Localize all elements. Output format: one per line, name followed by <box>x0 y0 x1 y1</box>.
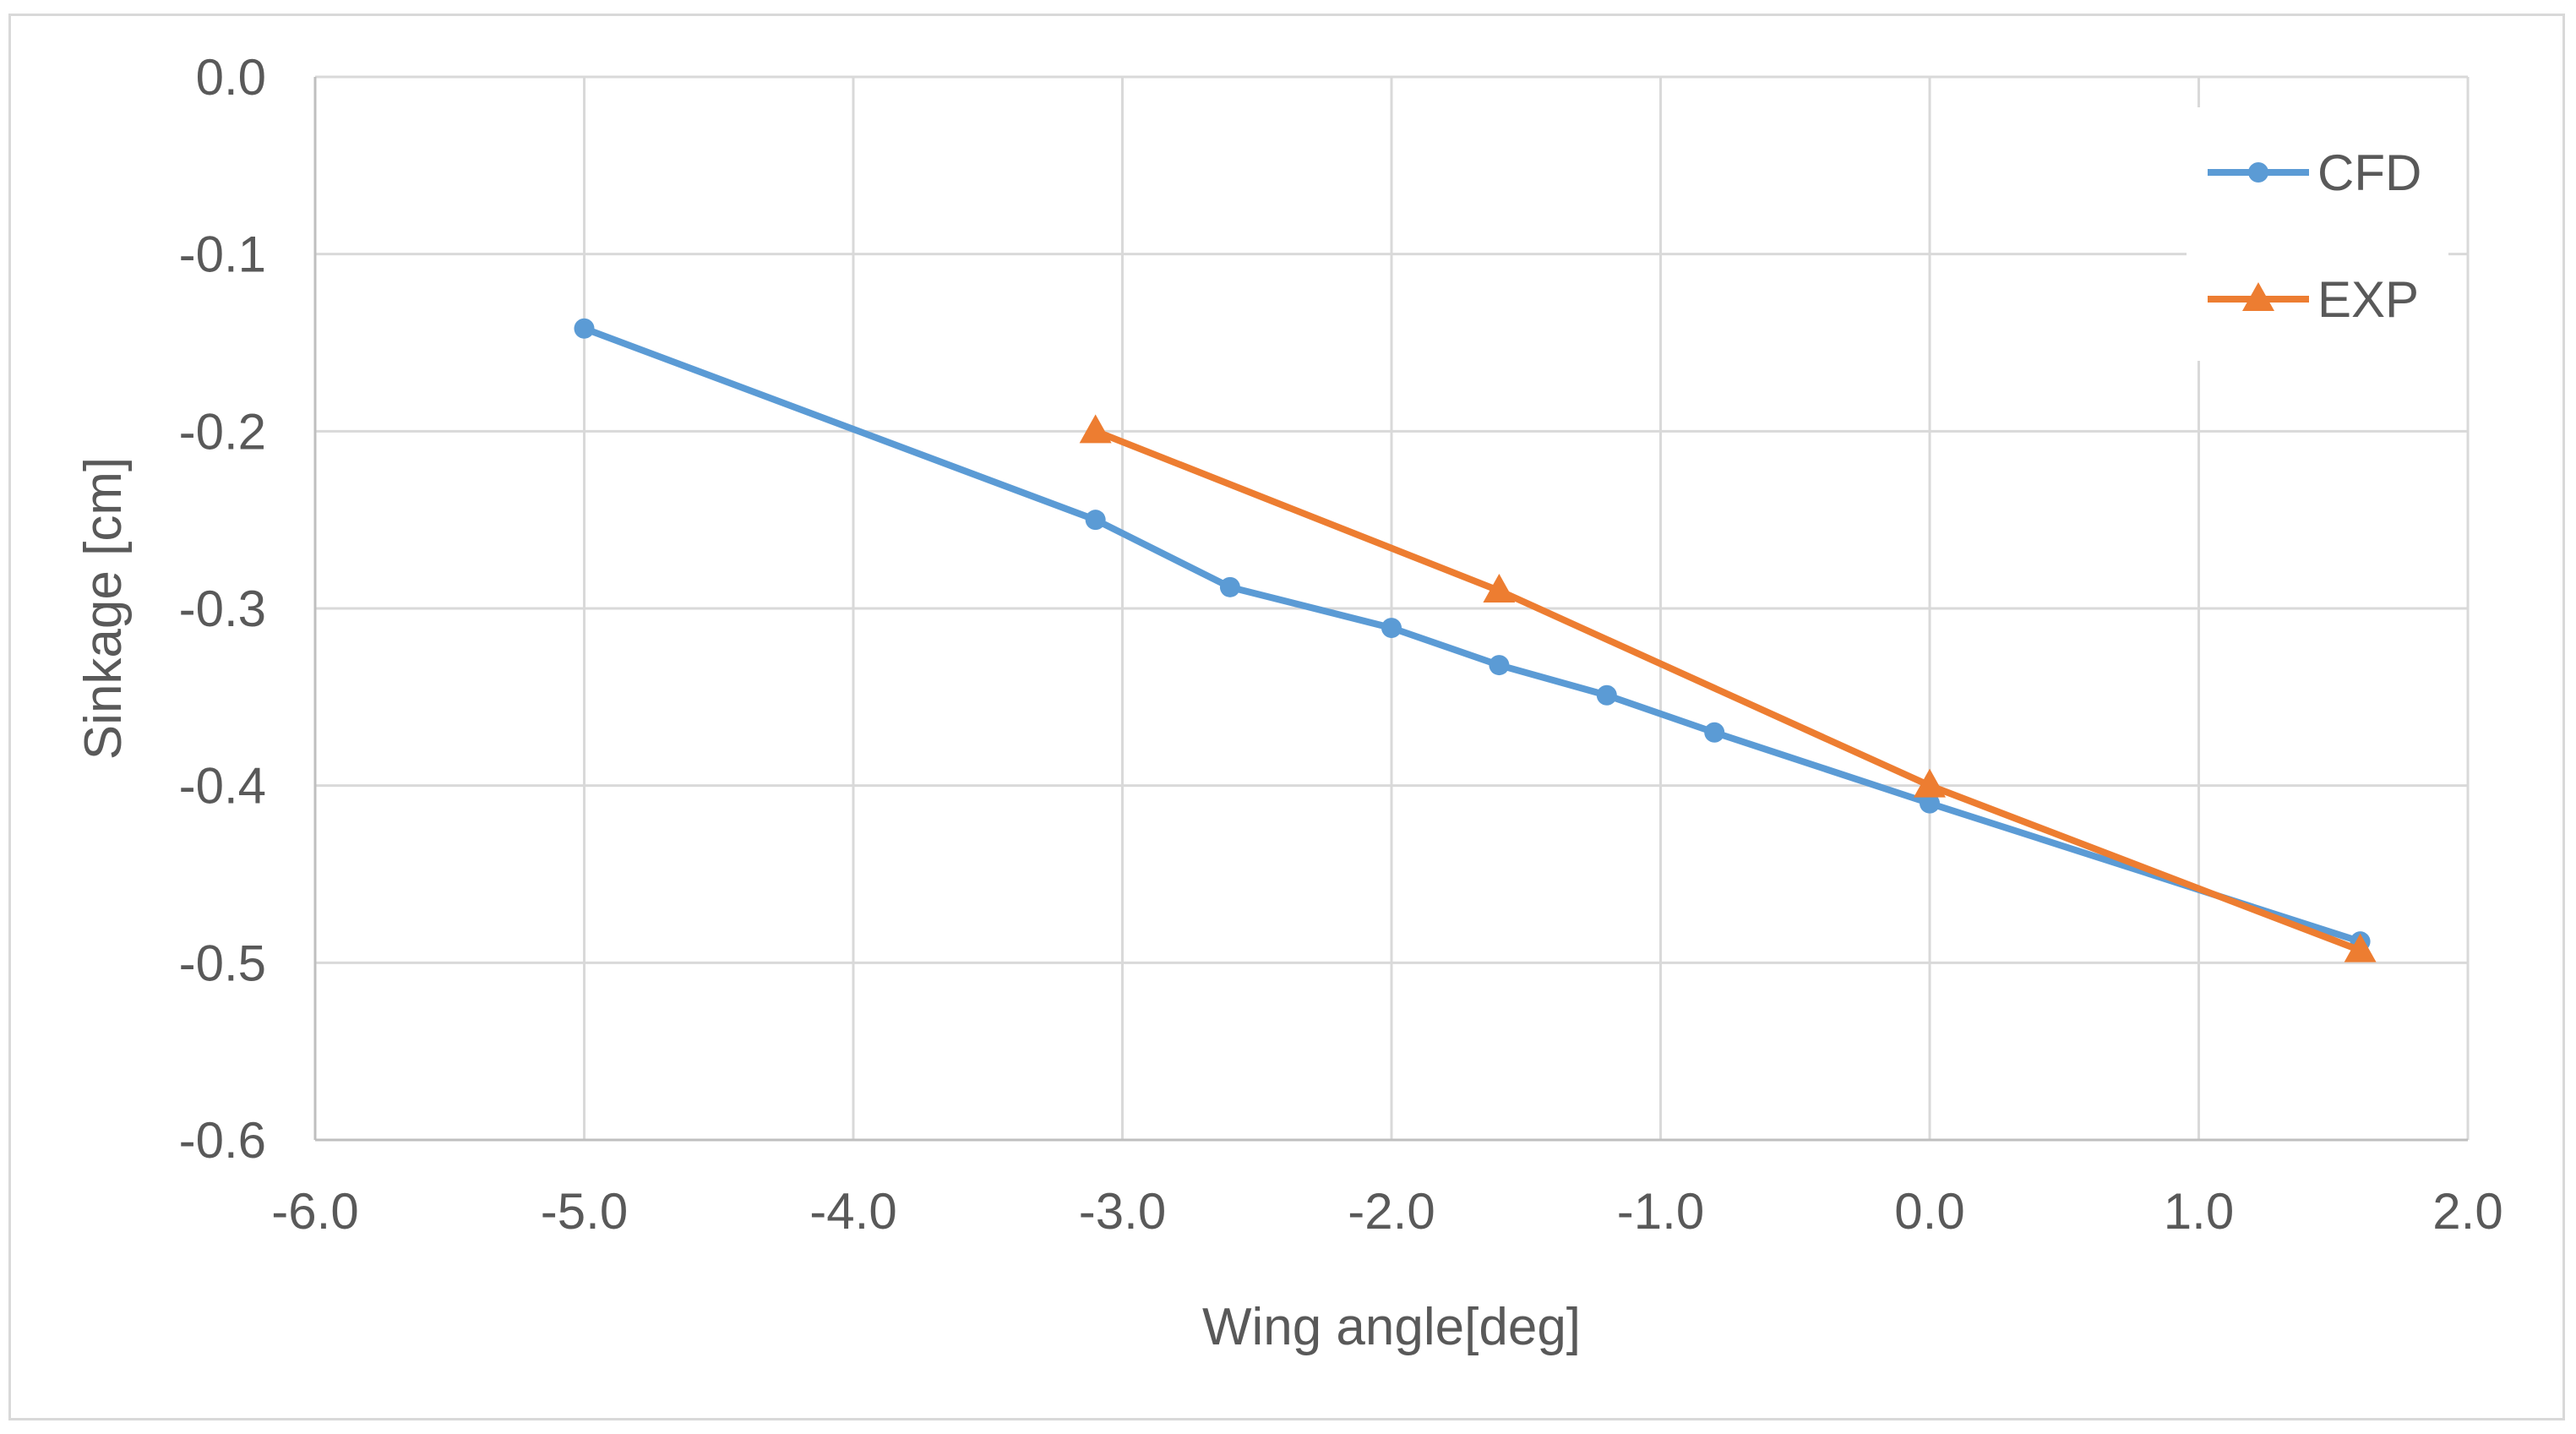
x-tick-label: -2.0 <box>1348 1183 1435 1240</box>
y-axis-title: Sinkage [cm] <box>74 457 133 760</box>
y-tick-label: 0.0 <box>196 49 266 106</box>
y-tick-label: -0.4 <box>179 758 266 815</box>
x-tick-label: -4.0 <box>809 1183 896 1240</box>
x-tick-label: -3.0 <box>1079 1183 1166 1240</box>
series-cfd-point <box>574 318 595 339</box>
x-tick-label: -6.0 <box>271 1183 358 1240</box>
x-tick-label: 0.0 <box>1894 1183 1964 1240</box>
y-tick-label: -0.1 <box>179 226 266 283</box>
series-cfd-point <box>1381 618 1402 639</box>
x-tick-label: 1.0 <box>2164 1183 2234 1240</box>
series-cfd-point <box>1704 722 1725 743</box>
legend: CFD EXP <box>2187 107 2448 361</box>
series-exp-point <box>1914 768 1946 798</box>
chart-frame: -6.0 -5.0 -4.0 -3.0 -2.0 -1.0 0.0 1.0 2.0 0.0 -0.… <box>8 14 2565 1420</box>
legend-item-cfd: CFD <box>2208 144 2421 201</box>
data-series <box>574 318 2377 962</box>
legend-label-cfd: CFD <box>2317 144 2421 201</box>
series-cfd-point <box>1596 684 1617 706</box>
series-exp <box>1079 414 2377 962</box>
x-tick-labels: -6.0 -5.0 -4.0 -3.0 -2.0 -1.0 0.0 1.0 2.0 <box>271 1183 2502 1240</box>
x-tick-label: -1.0 <box>1617 1183 1704 1240</box>
x-tick-label: 2.0 <box>2432 1183 2502 1240</box>
y-tick-label: -0.3 <box>179 581 266 637</box>
axes <box>313 77 2468 1142</box>
series-exp-point <box>1079 414 1112 444</box>
y-tick-label: -0.6 <box>179 1112 266 1169</box>
legend-marker-exp <box>2242 282 2274 311</box>
series-exp-line <box>1092 428 2364 954</box>
x-axis-title: Wing angle[deg] <box>1202 1298 1581 1356</box>
series-exp-point <box>2344 933 2377 962</box>
y-tick-label: -0.2 <box>179 403 266 460</box>
series-cfd <box>574 318 2371 952</box>
series-cfd-point <box>1489 655 1510 676</box>
series-cfd-point <box>1219 576 1240 597</box>
legend-marker-cfd <box>2248 162 2268 183</box>
series-exp-point <box>1483 574 1516 603</box>
grid-lines <box>313 75 2470 1142</box>
series-cfd-point <box>1920 793 1940 814</box>
sinkage-line-chart: -6.0 -5.0 -4.0 -3.0 -2.0 -1.0 0.0 1.0 2.0 0.0 -0.… <box>74 49 2503 1356</box>
legend-background <box>2187 107 2448 361</box>
legend-label-exp: EXP <box>2317 271 2419 328</box>
y-tick-label: -0.5 <box>179 935 266 991</box>
y-tick-labels: 0.0 -0.1 -0.2 -0.3 -0.4 -0.5 -0.6 <box>179 49 266 1169</box>
x-tick-label: -5.0 <box>541 1183 628 1240</box>
legend-item-exp: EXP <box>2208 271 2419 328</box>
series-cfd-point <box>1085 510 1106 531</box>
